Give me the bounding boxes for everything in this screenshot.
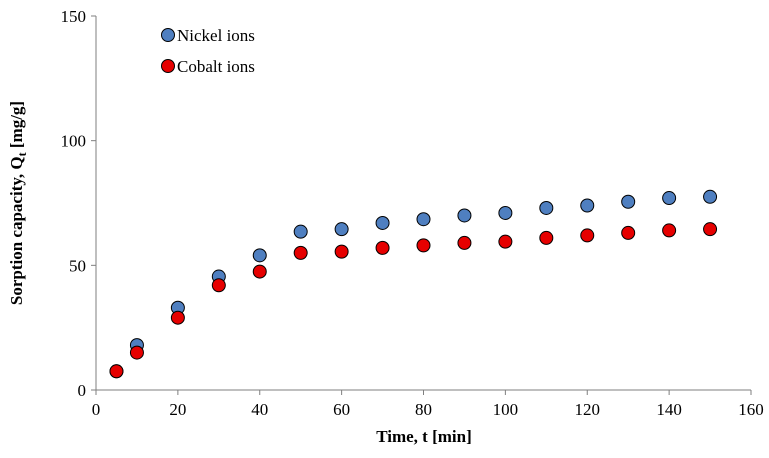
x-axis-label: Time, t [min]	[376, 427, 472, 446]
data-point	[498, 234, 513, 249]
y-axis-label-suffix: [mg/g]	[7, 101, 26, 152]
x-tick-label: 60	[333, 400, 350, 419]
data-point	[621, 194, 636, 209]
x-tick-label: 0	[92, 400, 101, 419]
data-point	[662, 191, 677, 206]
data-point	[170, 310, 185, 325]
data-point	[334, 244, 349, 259]
data-point	[109, 364, 124, 379]
data-point	[703, 189, 718, 204]
data-point	[129, 345, 144, 360]
x-tick-label: 20	[169, 400, 186, 419]
legend-label: Cobalt ions	[177, 57, 255, 76]
data-point	[662, 223, 677, 238]
y-axis-label-text: Sorption capacity, Q	[7, 156, 26, 305]
legend-marker	[161, 28, 175, 42]
x-tick-label: 40	[251, 400, 268, 419]
y-tick-label: 100	[61, 132, 87, 151]
data-point	[375, 215, 390, 230]
y-tick-label: 150	[61, 7, 87, 26]
data-point	[539, 200, 554, 215]
y-tick-label: 0	[78, 381, 87, 400]
y-axis-label: Sorption capacity, Qt [mg/g]	[7, 101, 29, 305]
data-point	[416, 238, 431, 253]
legend-marker	[161, 59, 175, 73]
data-point	[457, 208, 472, 223]
data-point	[416, 212, 431, 227]
x-tick-label: 160	[738, 400, 764, 419]
data-point	[252, 248, 267, 263]
x-tick-label: 80	[415, 400, 432, 419]
data-point	[580, 198, 595, 213]
x-tick-label: 140	[656, 400, 682, 419]
legend-label: Nickel ions	[177, 26, 255, 45]
data-point	[293, 245, 308, 260]
data-point	[498, 205, 513, 220]
x-tick-label: 120	[575, 400, 601, 419]
data-point	[539, 230, 554, 245]
data-point	[293, 224, 308, 239]
y-tick-label: 50	[69, 256, 86, 275]
data-point	[211, 278, 226, 293]
data-point	[621, 225, 636, 240]
data-point	[252, 264, 267, 279]
y-axis-label-subscript: t	[15, 152, 29, 156]
data-point	[375, 240, 390, 255]
data-point	[334, 222, 349, 237]
x-tick-label: 100	[493, 400, 519, 419]
data-point	[703, 222, 718, 237]
data-point	[457, 235, 472, 250]
data-point	[580, 228, 595, 243]
